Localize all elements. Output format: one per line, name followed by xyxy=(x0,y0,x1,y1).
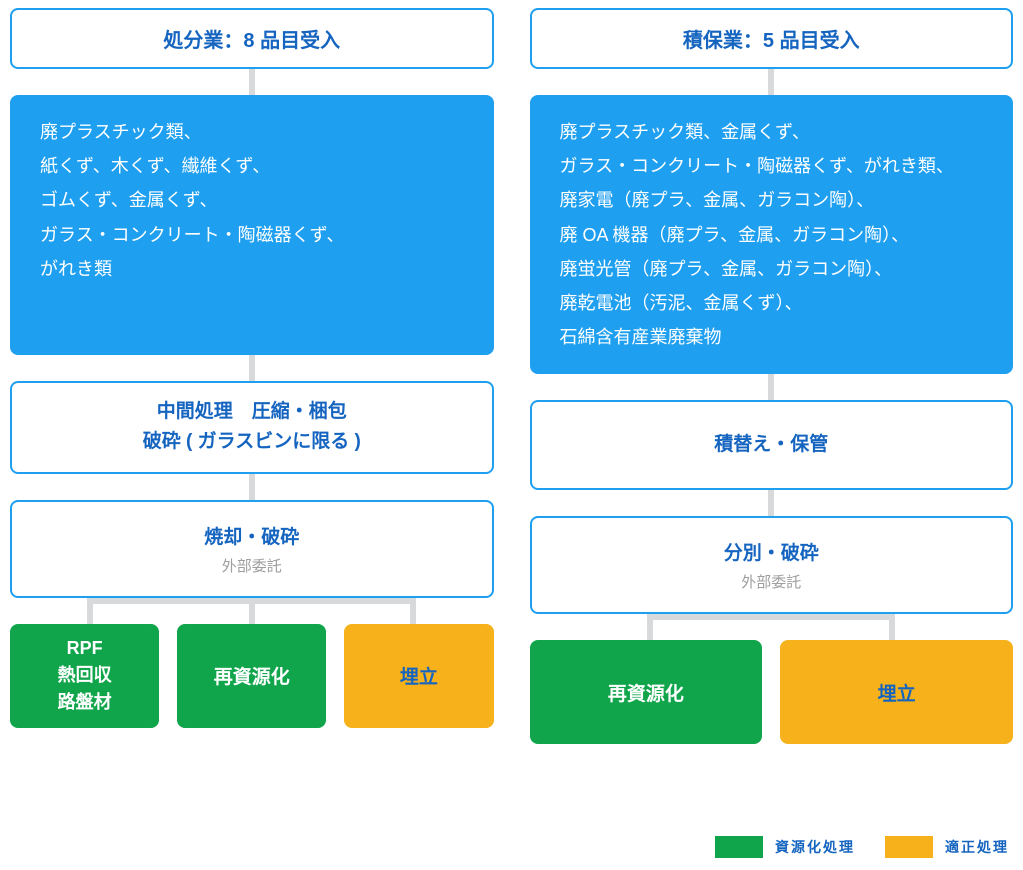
legend-item-recycle: 資源化処理 xyxy=(715,836,855,858)
leaf-rpf: RPF 熱回収 路盤材 xyxy=(10,624,159,728)
right-column: 積保業：5 品目受入 廃プラスチック類、金属くず、 ガラス・コンクリート・陶磁器… xyxy=(530,8,1014,744)
leaf-line: 埋立 xyxy=(878,679,916,706)
right-mid-node: 積替え・保管 xyxy=(530,400,1014,490)
leaf-line: 路盤材 xyxy=(58,689,112,716)
right-ext-sub: 外部委託 xyxy=(741,571,801,592)
left-mid-line: 中間処理 圧縮・梱包 xyxy=(157,397,347,427)
right-detail-line: 廃乾電池（汚泥、金属くず）、 xyxy=(560,286,803,320)
connector xyxy=(768,374,774,400)
connector xyxy=(249,355,255,381)
left-leaf-row: RPF 熱回収 路盤材 再資源化 埋立 xyxy=(10,624,494,728)
diagram-columns: 処分業：8 品目受入 廃プラスチック類、 紙くず、木くず、繊維くず、 ゴムくず、… xyxy=(0,0,1023,744)
right-header-text: 積保業：5 品目受入 xyxy=(683,24,860,53)
left-detail-line: ガラス・コンクリート・陶磁器くず、 xyxy=(40,218,344,252)
right-detail-line: 廃プラスチック類、金属くず、 xyxy=(560,115,810,149)
leaf-recycle: 再資源化 xyxy=(177,624,326,728)
leaf-line: 埋立 xyxy=(400,662,438,689)
legend-swatch-orange xyxy=(885,836,933,858)
right-detail-line: 廃家電（廃プラ、金属、ガラコン陶）、 xyxy=(560,183,875,217)
left-mid-node: 中間処理 圧縮・梱包 破砕 ( ガラスビンに限る ) xyxy=(10,381,494,474)
left-header-node: 処分業：8 品目受入 xyxy=(10,8,494,69)
right-detail-node: 廃プラスチック類、金属くず、 ガラス・コンクリート・陶磁器くず、がれき類、 廃家… xyxy=(530,95,1014,374)
legend-item-proper: 適正処理 xyxy=(885,836,1009,858)
right-header-node: 積保業：5 品目受入 xyxy=(530,8,1014,69)
legend-label: 資源化処理 xyxy=(775,837,855,857)
legend-label: 適正処理 xyxy=(945,837,1009,857)
leaf-line: 再資源化 xyxy=(214,662,290,689)
left-branch xyxy=(10,598,494,624)
left-column: 処分業：8 品目受入 廃プラスチック類、 紙くず、木くず、繊維くず、 ゴムくず、… xyxy=(10,8,494,744)
connector xyxy=(249,69,255,95)
left-ext-title: 焼却・破砕 xyxy=(204,522,299,549)
legend-swatch-green xyxy=(715,836,763,858)
left-ext-node: 焼却・破砕 外部委託 xyxy=(10,500,494,598)
right-ext-node: 分別・破砕 外部委託 xyxy=(530,516,1014,614)
connector xyxy=(768,490,774,516)
leaf-line: 熱回収 xyxy=(58,662,112,689)
left-detail-line: 廃プラスチック類、 xyxy=(40,115,202,149)
left-detail-line: ゴムくず、金属くず、 xyxy=(40,183,217,217)
leaf-landfill: 埋立 xyxy=(344,624,493,728)
connector xyxy=(768,69,774,95)
right-leaf-row: 再資源化 埋立 xyxy=(530,640,1014,744)
right-mid-line: 積替え・保管 xyxy=(714,430,828,460)
right-branch xyxy=(530,614,1014,640)
legend: 資源化処理 適正処理 xyxy=(715,836,1009,858)
left-detail-node: 廃プラスチック類、 紙くず、木くず、繊維くず、 ゴムくず、金属くず、 ガラス・コ… xyxy=(10,95,494,355)
left-header-text: 処分業：8 品目受入 xyxy=(163,24,340,53)
leaf-line: 再資源化 xyxy=(608,679,684,706)
connector xyxy=(249,474,255,500)
right-ext-title: 分別・破砕 xyxy=(724,538,819,565)
left-ext-sub: 外部委託 xyxy=(222,555,282,576)
right-detail-line: 石綿含有産業廃棄物 xyxy=(560,320,722,354)
leaf-recycle: 再資源化 xyxy=(530,640,763,744)
leaf-landfill: 埋立 xyxy=(780,640,1013,744)
leaf-line: RPF xyxy=(67,635,103,662)
right-detail-line: ガラス・コンクリート・陶磁器くず、がれき類、 xyxy=(560,149,954,183)
right-detail-line: 廃蛍光管（廃プラ、金属、ガラコン陶）、 xyxy=(560,252,893,286)
left-mid-line: 破砕 ( ガラスビンに限る ) xyxy=(143,427,361,457)
right-detail-line: 廃 OA 機器（廃プラ、金属、ガラコン陶）、 xyxy=(560,218,910,252)
left-detail-line: 紙くず、木くず、繊維くず、 xyxy=(40,149,270,183)
left-detail-line: がれき類 xyxy=(40,252,112,286)
